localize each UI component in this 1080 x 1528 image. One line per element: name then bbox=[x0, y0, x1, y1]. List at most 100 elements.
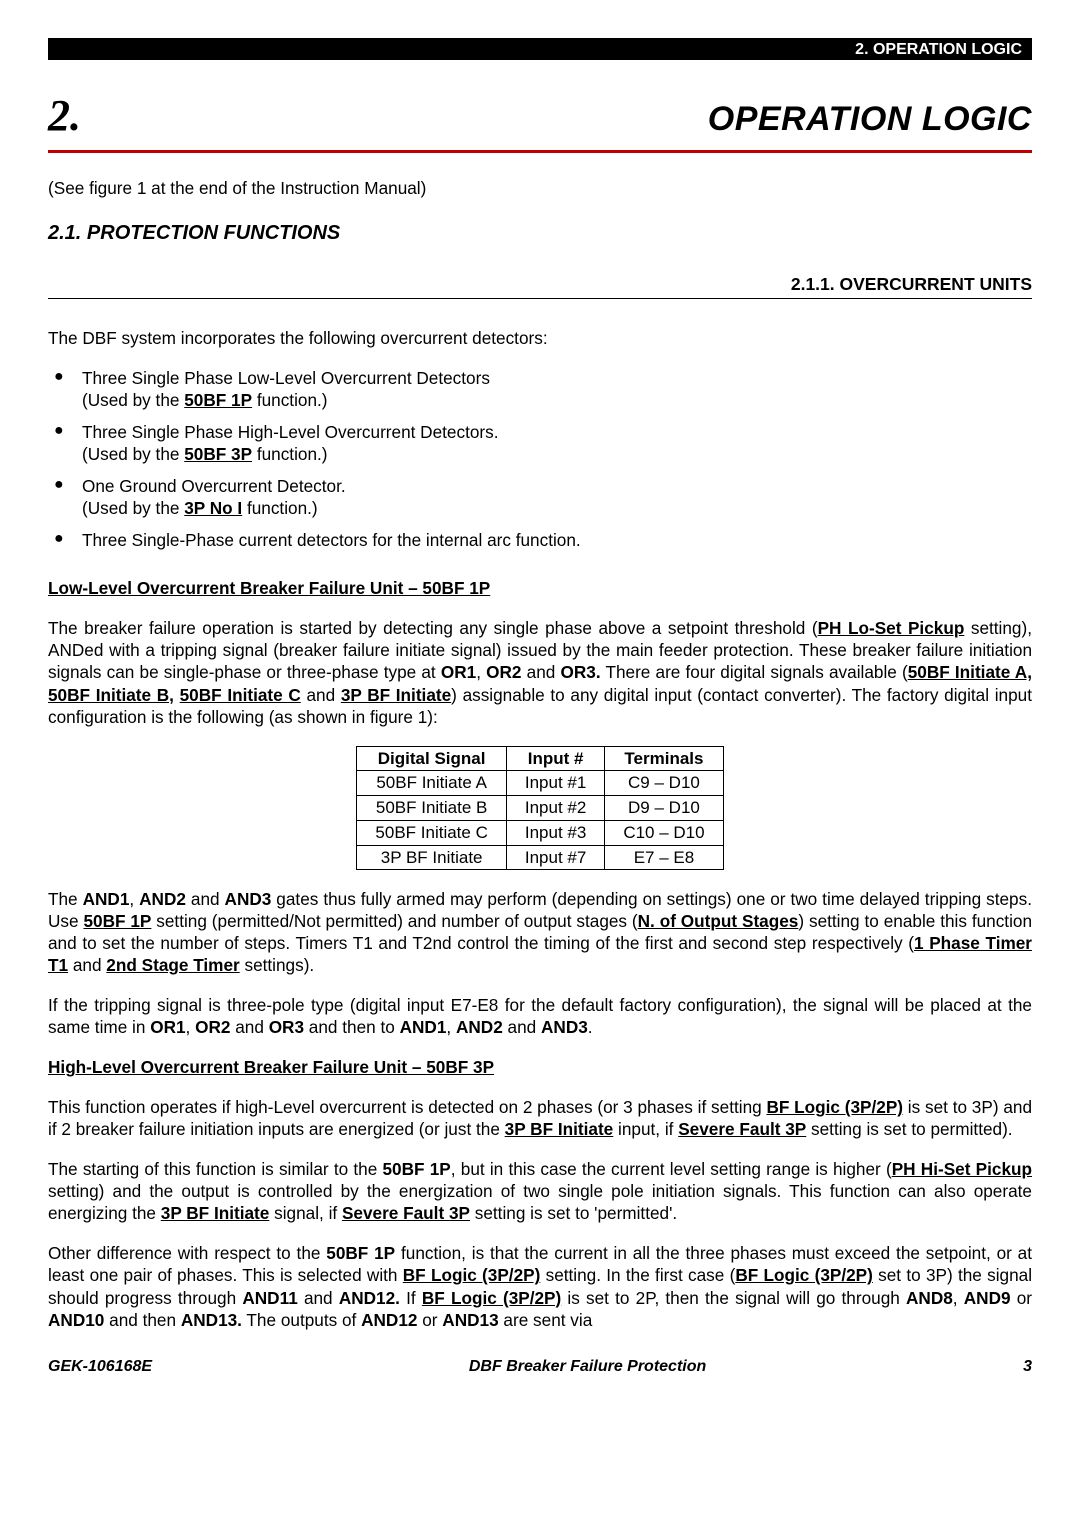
body-text: setting (permitted/Not permitted) and nu… bbox=[151, 911, 637, 931]
body-text: are sent via bbox=[499, 1310, 593, 1330]
list-text: function.) bbox=[252, 444, 327, 464]
table-header: Terminals bbox=[605, 746, 723, 771]
body-text: The starting of this function is similar… bbox=[48, 1159, 382, 1179]
table-cell: 3P BF Initiate bbox=[357, 845, 506, 870]
body-text: and bbox=[298, 1288, 339, 1308]
table-row: 50BF Initiate CInput #3C10 – D10 bbox=[357, 820, 723, 845]
list-item: Three Single Phase Low-Level Overcurrent… bbox=[48, 367, 1032, 411]
gate-ref: OR1 bbox=[150, 1017, 185, 1037]
setting-ref: BF Logic (3P/2P) bbox=[422, 1288, 561, 1308]
header-bar: 2. OPERATION LOGIC bbox=[48, 38, 1032, 60]
footer-doc-id: GEK-106168E bbox=[48, 1357, 152, 1377]
body-text: and bbox=[521, 662, 560, 682]
setting-ref: Severe Fault 3P bbox=[678, 1119, 806, 1139]
body-text: If bbox=[400, 1288, 422, 1308]
paragraph: The AND1, AND2 and AND3 gates thus fully… bbox=[48, 888, 1032, 976]
table-cell: Input #7 bbox=[506, 845, 604, 870]
table-cell: 50BF Initiate B bbox=[357, 796, 506, 821]
body-text: and bbox=[503, 1017, 541, 1037]
table-cell: 50BF Initiate A bbox=[357, 771, 506, 796]
gate-ref: AND1 bbox=[400, 1017, 447, 1037]
table-cell: C9 – D10 bbox=[605, 771, 723, 796]
table-header: Input # bbox=[506, 746, 604, 771]
gate-ref: AND3 bbox=[541, 1017, 588, 1037]
list-item: Three Single Phase High-Level Overcurren… bbox=[48, 421, 1032, 465]
paragraph: If the tripping signal is three-pole typ… bbox=[48, 994, 1032, 1038]
footer-doc-title: DBF Breaker Failure Protection bbox=[469, 1357, 706, 1377]
list-text: function.) bbox=[242, 498, 317, 518]
table-cell: Input #1 bbox=[506, 771, 604, 796]
see-figure-note: (See figure 1 at the end of the Instruct… bbox=[48, 177, 1032, 199]
section-2-1-heading: 2.1. PROTECTION FUNCTIONS bbox=[48, 221, 1032, 247]
body-text: and bbox=[301, 685, 341, 705]
setting-ref: 2nd Stage Timer bbox=[106, 955, 239, 975]
title-row: 2. OPERATION LOGIC bbox=[48, 88, 1032, 153]
body-text: The outputs of bbox=[242, 1310, 361, 1330]
table-cell: Input #3 bbox=[506, 820, 604, 845]
body-text: There are four digital signals available… bbox=[601, 662, 908, 682]
table-row: 50BF Initiate AInput #1C9 – D10 bbox=[357, 771, 723, 796]
table-header-row: Digital Signal Input # Terminals bbox=[357, 746, 723, 771]
setting-ref: BF Logic (3P/2P) bbox=[766, 1097, 903, 1117]
func-ref: 50BF 1P bbox=[326, 1243, 395, 1263]
intro-text: The DBF system incorporates the followin… bbox=[48, 327, 1032, 349]
body-text: , bbox=[476, 662, 486, 682]
body-text: or bbox=[1011, 1288, 1032, 1308]
detector-list: Three Single Phase Low-Level Overcurrent… bbox=[48, 367, 1032, 551]
chapter-title: OPERATION LOGIC bbox=[708, 98, 1032, 142]
body-text: The bbox=[48, 889, 83, 909]
body-text: . bbox=[588, 1017, 593, 1037]
setting-ref: 50BF 1P bbox=[83, 911, 151, 931]
body-text: , but in this case the current level set… bbox=[451, 1159, 892, 1179]
chapter-number: 2. bbox=[48, 88, 81, 144]
signal-ref: 50BF Initiate A, bbox=[908, 662, 1032, 682]
body-text: , bbox=[446, 1017, 456, 1037]
body-text: or bbox=[417, 1310, 442, 1330]
table-row: 50BF Initiate BInput #2D9 – D10 bbox=[357, 796, 723, 821]
table-cell: 50BF Initiate C bbox=[357, 820, 506, 845]
gate-ref: AND2 bbox=[139, 889, 186, 909]
func-ref: 50BF 1P bbox=[382, 1159, 450, 1179]
list-text: Three Single Phase High-Level Overcurren… bbox=[82, 422, 499, 442]
setting-ref: BF Logic (3P/2P) bbox=[403, 1265, 541, 1285]
setting-ref: 50BF 3P bbox=[184, 444, 252, 464]
list-text: (Used by the bbox=[82, 444, 184, 464]
setting-ref: BF Logic (3P/2P) bbox=[735, 1265, 873, 1285]
setting-ref: Severe Fault 3P bbox=[342, 1203, 470, 1223]
body-text: and bbox=[186, 889, 225, 909]
paragraph: The starting of this function is similar… bbox=[48, 1158, 1032, 1224]
signal-table: Digital Signal Input # Terminals 50BF In… bbox=[356, 746, 723, 871]
body-text: and bbox=[230, 1017, 268, 1037]
body-text: setting is set to 'permitted'. bbox=[470, 1203, 677, 1223]
gate-ref: AND2 bbox=[456, 1017, 503, 1037]
table-cell: Input #2 bbox=[506, 796, 604, 821]
body-text: and then bbox=[104, 1310, 180, 1330]
list-text: Three Single-Phase current detectors for… bbox=[82, 530, 581, 550]
body-text: The breaker failure operation is started… bbox=[48, 618, 818, 638]
list-text: One Ground Overcurrent Detector. bbox=[82, 476, 346, 496]
subsection-2-1-1-heading: 2.1.1. OVERCURRENT UNITS bbox=[791, 274, 1032, 294]
table-cell: C10 – D10 bbox=[605, 820, 723, 845]
signal-ref: 3P BF Initiate bbox=[505, 1119, 614, 1139]
body-text: signal, if bbox=[269, 1203, 342, 1223]
gate-ref: AND9 bbox=[964, 1288, 1011, 1308]
table-row: 3P BF InitiateInput #7E7 – E8 bbox=[357, 845, 723, 870]
gate-ref: AND12. bbox=[339, 1288, 400, 1308]
gate-ref: OR3. bbox=[560, 662, 600, 682]
paragraph: The breaker failure operation is started… bbox=[48, 617, 1032, 727]
gate-ref: AND13 bbox=[442, 1310, 498, 1330]
table-cell: D9 – D10 bbox=[605, 796, 723, 821]
subheading-50bf1p: Low-Level Overcurrent Breaker Failure Un… bbox=[48, 577, 1032, 599]
setting-ref: N. of Output Stages bbox=[638, 911, 799, 931]
table-header: Digital Signal bbox=[357, 746, 506, 771]
signal-ref: 3P BF Initiate bbox=[341, 685, 451, 705]
body-text: This function operates if high-Level ove… bbox=[48, 1097, 766, 1117]
setting-ref: PH Hi-Set Pickup bbox=[892, 1159, 1032, 1179]
signal-ref: 50BF Initiate C bbox=[180, 685, 301, 705]
gate-ref: AND11 bbox=[242, 1288, 297, 1308]
gate-ref: OR2 bbox=[195, 1017, 230, 1037]
list-text: function.) bbox=[252, 390, 327, 410]
subheading-50bf3p: High-Level Overcurrent Breaker Failure U… bbox=[48, 1056, 1032, 1078]
body-text: input, if bbox=[613, 1119, 678, 1139]
list-text: (Used by the bbox=[82, 498, 184, 518]
